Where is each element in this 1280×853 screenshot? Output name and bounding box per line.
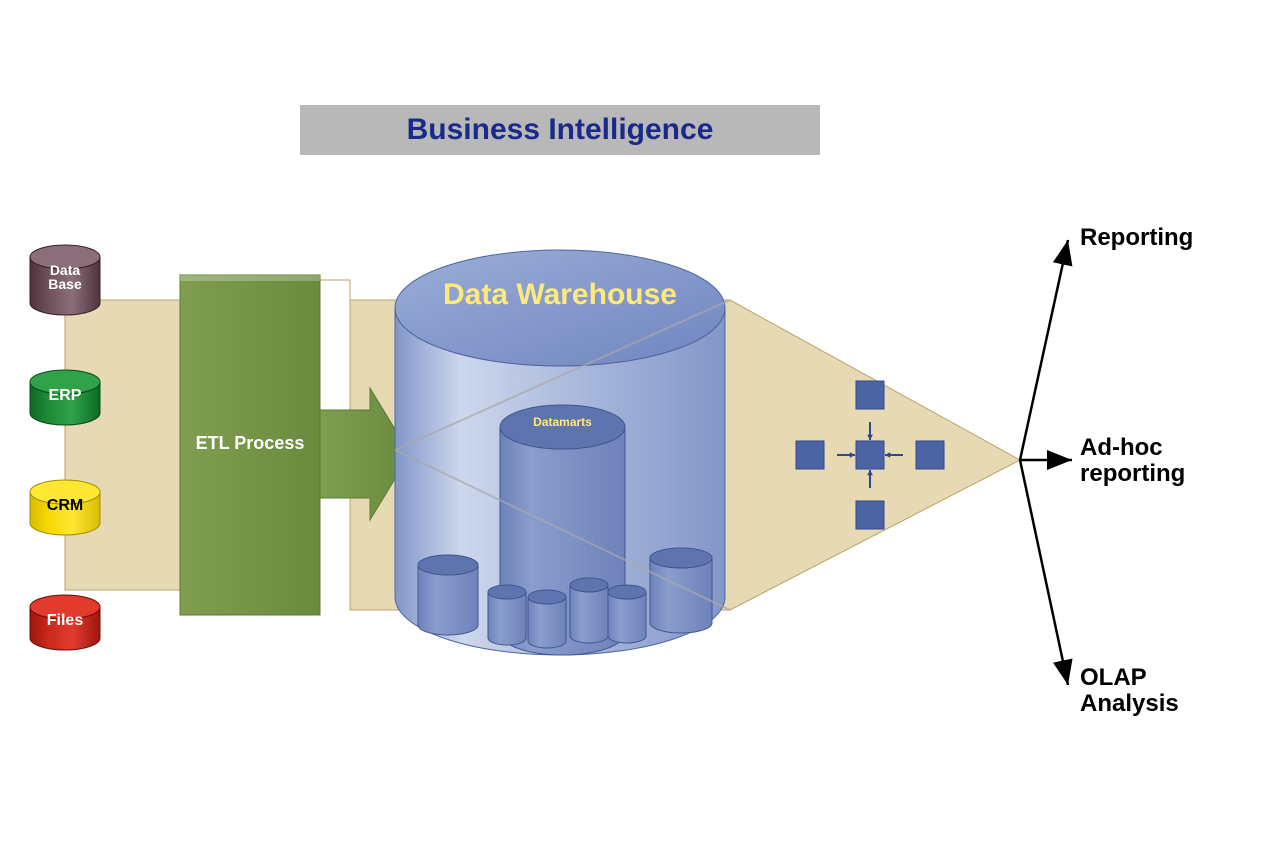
warehouse-mini-cylinder bbox=[528, 590, 566, 648]
diagram-svg bbox=[0, 0, 1280, 853]
etl-process-block bbox=[180, 275, 320, 615]
source-cylinder-erp bbox=[30, 370, 100, 425]
warehouse-mini-cylinder bbox=[608, 585, 646, 643]
warehouse-mini-cylinder bbox=[418, 555, 478, 635]
warehouse-mini-cylinder bbox=[570, 578, 608, 643]
warehouse-mini-cylinder bbox=[488, 585, 526, 645]
source-cylinder-files bbox=[30, 595, 100, 650]
source-cylinder-crm bbox=[30, 480, 100, 535]
output-arrow-reporting bbox=[1020, 240, 1068, 460]
warehouse-mini-cylinder bbox=[650, 548, 712, 633]
output-arrow-olap bbox=[1020, 460, 1068, 685]
diagram-stage: Business Intelligence DataBaseERPCRMFile… bbox=[0, 0, 1280, 853]
source-cylinder-db bbox=[30, 245, 100, 315]
